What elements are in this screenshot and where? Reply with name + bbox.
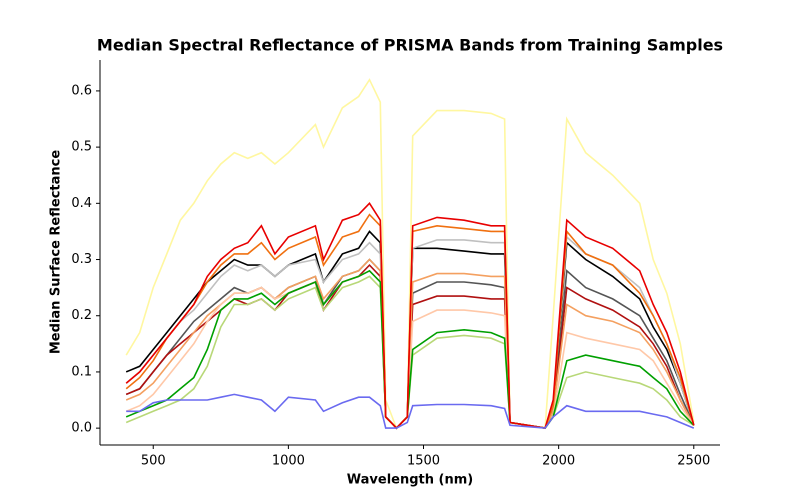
y-axis-label: Median Surface Reflectance xyxy=(49,150,64,355)
y-tick-label: 0.3 xyxy=(71,252,92,267)
chart-title: Median Spectral Reflectance of PRISMA Ba… xyxy=(97,36,723,55)
series-line xyxy=(126,393,695,429)
x-tick-label: 2500 xyxy=(677,454,710,469)
x-tick-label: 1500 xyxy=(407,454,440,469)
y-tick-label: 0.5 xyxy=(71,140,92,155)
y-tick-label: 0.1 xyxy=(71,364,92,379)
x-tick-label: 1000 xyxy=(272,454,305,469)
series-line xyxy=(125,202,695,430)
x-axis-label: Wavelength (nm) xyxy=(347,473,473,488)
y-tick-label: 0.0 xyxy=(71,421,92,436)
y-tick-label: 0.6 xyxy=(71,83,92,98)
series-line xyxy=(125,78,695,430)
x-tick-label: 2000 xyxy=(542,454,575,469)
y-tick-label: 0.4 xyxy=(71,196,92,211)
y-tick-label: 0.2 xyxy=(71,308,92,323)
x-tick-label: 500 xyxy=(141,454,166,469)
